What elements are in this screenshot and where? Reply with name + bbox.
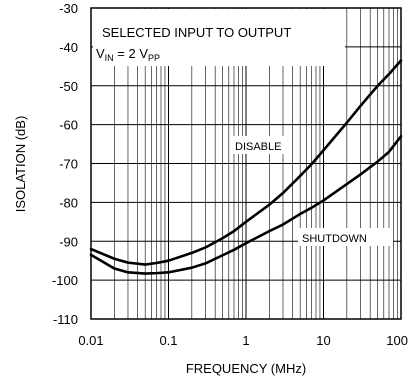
y-tick-labels: -30 -40 -50 -60 -70 -80 -90 -100 -110 [52,1,78,327]
x-tick-label: 10 [316,333,330,348]
y-tick-label: -30 [59,1,78,16]
x-tick-label: 0.1 [159,333,177,348]
y-tick-label: -70 [59,157,78,172]
shutdown-label-bg [298,228,393,246]
y-tick-label: -60 [59,118,78,133]
y-tick-label: -90 [59,234,78,249]
y-tick-label: -110 [53,312,78,327]
series-label-disable: DISABLE [235,141,281,153]
x-tick-label: 0.01 [78,333,103,348]
disable-label-bg [232,136,289,154]
chart-subtitle: VIN = 2 VPP [96,46,160,63]
series-line-shutdown [89,134,403,275]
plot-frame [90,7,402,320]
subtitle-v: V [96,46,105,61]
series-label-shutdown: SHUTDOWN [302,233,367,245]
title-box [93,9,345,66]
series-layer [89,59,403,275]
subtitle-sub-in: IN [105,53,114,63]
x-axis-label: FREQUENCY (MHz) [186,361,306,376]
y-tick-label: -40 [59,40,78,55]
chart-title: SELECTED INPUT TO OUTPUT [102,25,291,40]
y-axis-label: ISOLATION (dB) [13,116,28,213]
x-tick-label: 100 [386,333,408,348]
subtitle-mid: = 2 V [114,46,149,61]
y-tick-label: -100 [52,273,78,288]
y-tick-label: -50 [59,79,78,94]
y-tick-label: -80 [59,195,78,210]
x-tick-labels: 0.01 0.1 1 10 100 [78,333,408,348]
subtitle-sub-pp: PP [148,53,160,63]
x-tick-label: 1 [242,333,249,348]
series-line-disable [89,59,403,266]
